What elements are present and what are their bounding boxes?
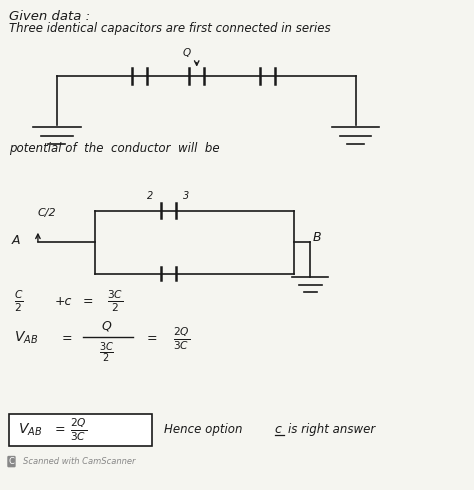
Text: B: B (313, 231, 321, 244)
Text: $V_{AB}$: $V_{AB}$ (18, 422, 42, 438)
Text: =: = (62, 332, 72, 344)
Text: C/2: C/2 (37, 208, 56, 218)
Text: Three identical capacitors are first connected in series: Three identical capacitors are first con… (9, 22, 331, 35)
Text: Q: Q (183, 48, 191, 58)
Text: Scanned with CamScanner: Scanned with CamScanner (23, 457, 135, 466)
Text: is right answer: is right answer (288, 423, 375, 437)
Bar (9, 414, 152, 446)
Text: C: C (9, 457, 14, 466)
Text: Q: Q (102, 319, 111, 332)
Text: =: = (83, 295, 93, 308)
Text: =: = (55, 423, 65, 437)
Text: $\frac{2Q}{3C}$: $\frac{2Q}{3C}$ (70, 416, 87, 443)
Text: $\frac{3C}{2}$: $\frac{3C}{2}$ (99, 341, 114, 365)
Text: Given data :: Given data : (9, 10, 91, 23)
Text: 3: 3 (182, 191, 189, 201)
Text: $\frac{C}{2}$: $\frac{C}{2}$ (14, 289, 24, 314)
Text: c: c (275, 423, 282, 437)
Text: +c: +c (55, 295, 72, 308)
Text: $\frac{3C}{2}$: $\frac{3C}{2}$ (107, 289, 123, 314)
Text: Hence option: Hence option (164, 423, 242, 437)
Text: $V_{AB}$: $V_{AB}$ (14, 330, 38, 346)
Text: potential of  the  conductor  will  be: potential of the conductor will be (9, 142, 220, 155)
Text: 2: 2 (146, 191, 153, 201)
Text: =: = (147, 332, 157, 344)
Text: $\frac{2Q}{3C}$: $\frac{2Q}{3C}$ (173, 324, 190, 352)
Text: A: A (11, 234, 20, 246)
